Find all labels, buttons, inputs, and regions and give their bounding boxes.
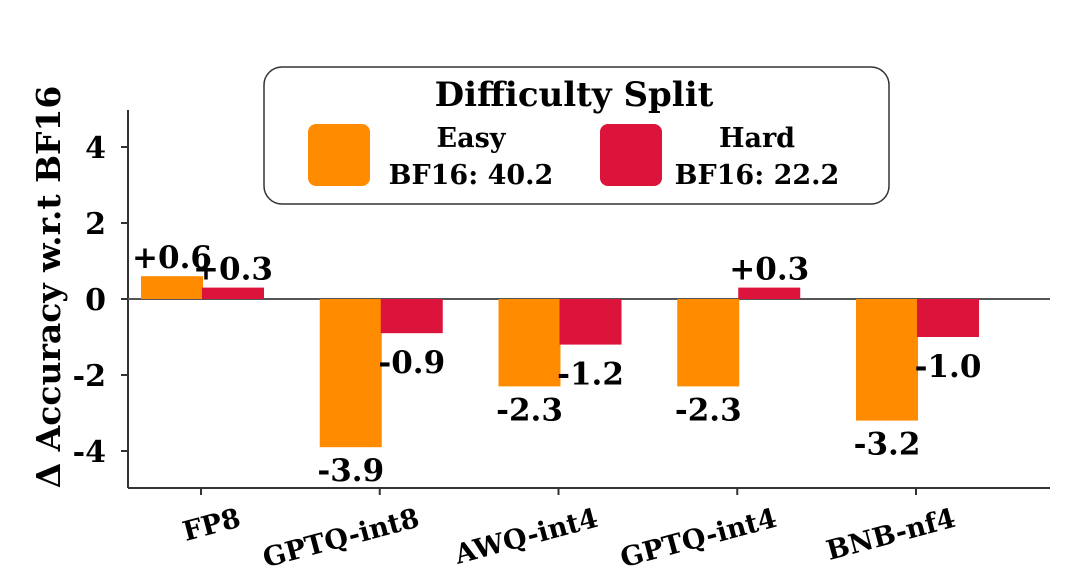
bars <box>141 276 979 448</box>
legend-swatch-hard <box>600 124 662 186</box>
legend-label-easy: Easy <box>437 123 507 154</box>
legend-swatch-easy <box>308 124 370 186</box>
data-labels: +0.6+0.3-3.9-0.9-2.3-1.2-2.3+0.3-3.2-1.0 <box>132 240 981 489</box>
legend-subtitle-hard: BF16: 22.2 <box>675 160 840 191</box>
y-axis-label: Δ Accuracy w.r.t BF16 <box>29 86 68 489</box>
bar-easy <box>498 299 561 387</box>
y-tick-label: 2 <box>85 207 106 242</box>
legend-title: Difficulty Split <box>435 75 714 115</box>
y-tick-label: -2 <box>73 359 106 394</box>
legend-subtitle-easy: BF16: 40.2 <box>389 160 554 191</box>
bar-easy <box>141 276 203 299</box>
bar-easy <box>856 299 918 421</box>
legend: Difficulty Split Easy BF16: 40.2 Hard BF16: … <box>263 66 890 205</box>
category-label: AWQ-int4 <box>451 503 602 571</box>
data-label-easy: -2.3 <box>496 392 563 428</box>
bar-hard <box>380 299 443 334</box>
data-label-easy: -2.3 <box>675 392 742 428</box>
bar-hard <box>738 287 801 299</box>
data-label-hard: +0.3 <box>729 252 809 288</box>
data-label-hard: -0.9 <box>378 345 445 381</box>
y-tick-label: 0 <box>85 283 106 318</box>
category-label: GPTQ-int8 <box>260 503 423 574</box>
bar-hard <box>202 287 264 299</box>
bar-easy <box>319 299 382 448</box>
data-label-easy: +0.6 <box>132 240 212 276</box>
category-label: FP8 <box>180 503 244 548</box>
data-label-hard: +0.3 <box>193 252 273 288</box>
legend-label-hard: Hard <box>719 123 795 154</box>
bar-hard <box>559 299 622 345</box>
data-label-easy: -3.2 <box>854 427 921 463</box>
y-tick-label: -4 <box>73 435 106 470</box>
category-label: GPTQ-int4 <box>617 503 780 574</box>
data-label-hard: -1.2 <box>557 357 624 393</box>
data-label-hard: -1.0 <box>915 349 982 385</box>
category-label: BNB-nf4 <box>823 503 959 567</box>
bar-hard <box>917 299 979 337</box>
bar-easy <box>677 299 740 387</box>
y-tick-label: 4 <box>85 131 106 166</box>
data-label-easy: -3.9 <box>317 453 384 489</box>
legend-box <box>263 66 890 205</box>
